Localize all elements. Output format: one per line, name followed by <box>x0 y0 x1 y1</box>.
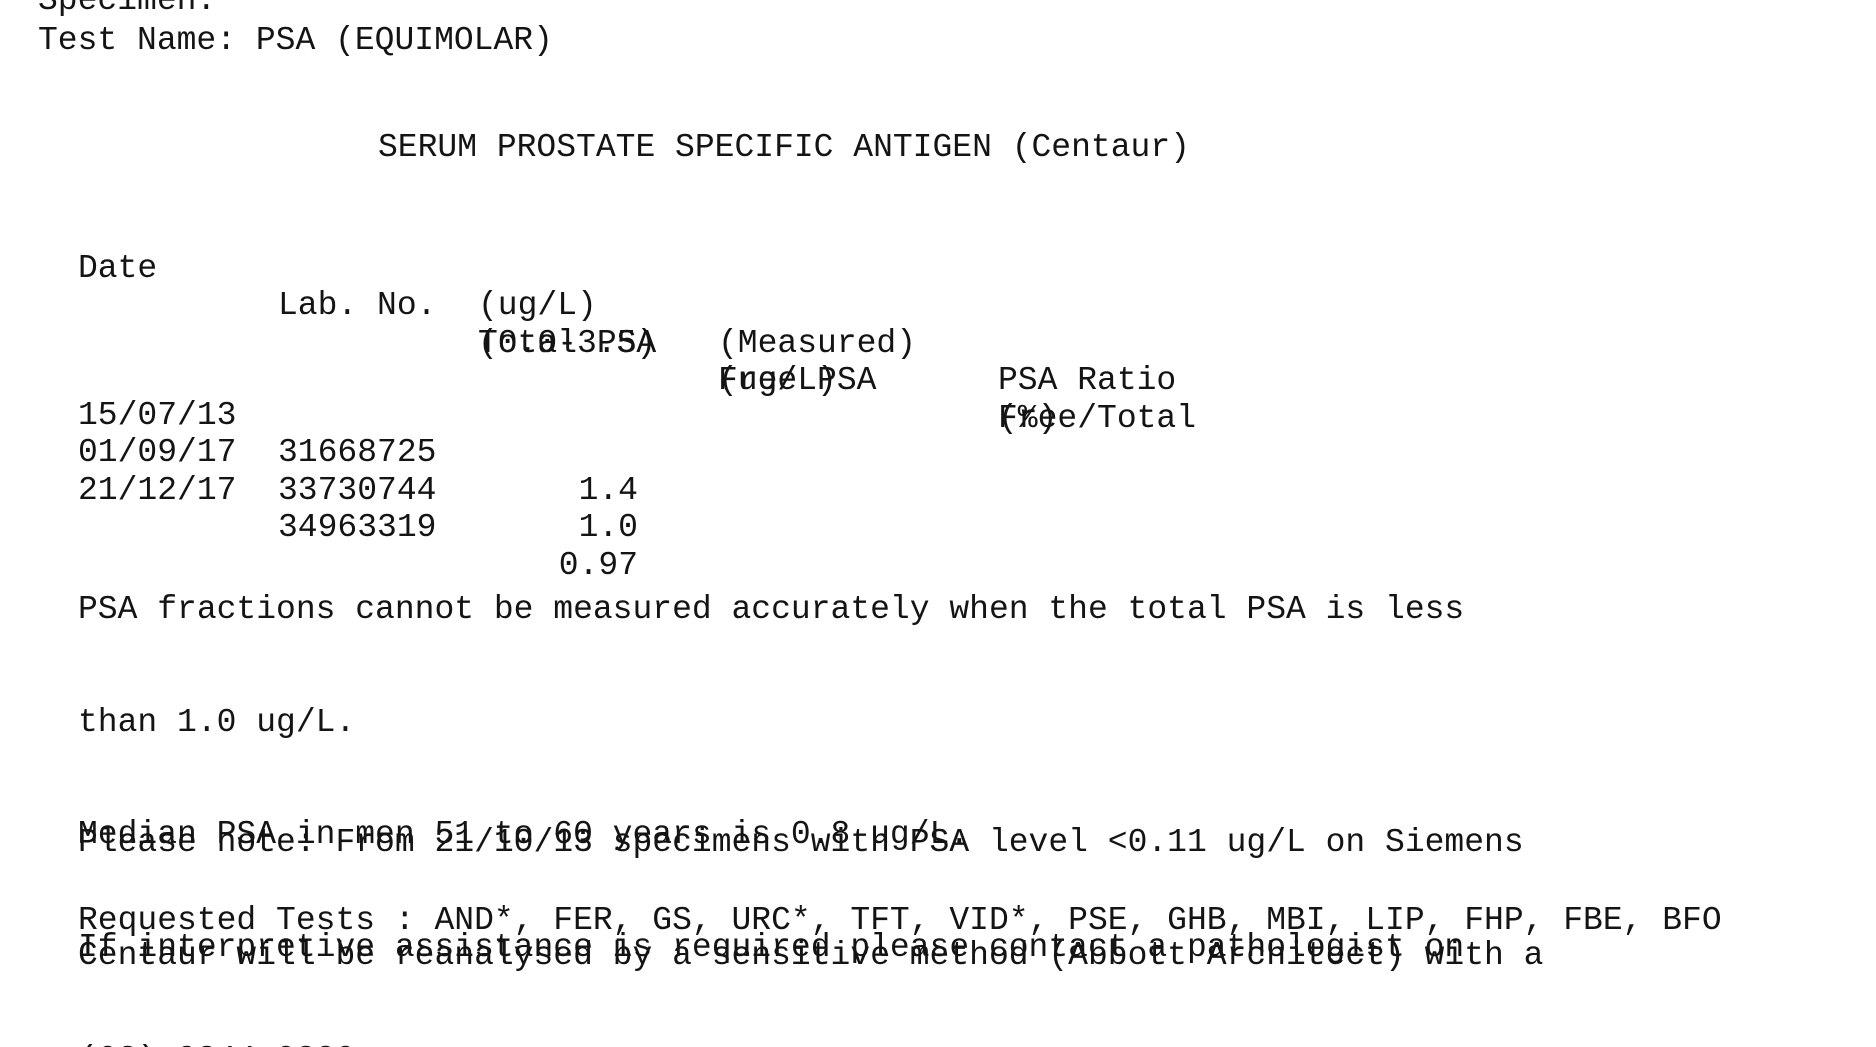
row-date: 21/12/17 <box>78 471 237 509</box>
table-header-row-3: (0.0-3.5) (ug/L) (%) <box>0 287 1876 475</box>
psa-notes-paragraph: PSA fractions cannot be measured accurat… <box>78 516 1876 1047</box>
note-line: PSA fractions cannot be measured accurat… <box>78 591 1465 628</box>
table-header-row-2: (ug/L) (Measured) PSA Ratio <box>0 250 1876 438</box>
row-date: 15/07/13 <box>78 396 237 434</box>
col-header-total-units: (ug/L) <box>478 287 597 324</box>
note-line: Centaur will be reanalysed by a sensitiv… <box>78 936 1544 974</box>
table-row: 21/12/17 34963319 0.97 <box>0 434 1876 622</box>
note-line: If interpretive assistance is required p… <box>78 928 1465 966</box>
note-line: Median PSA in men 51 to 60 years is 0.8 … <box>78 816 970 853</box>
row-total-psa: 1.0 <box>578 509 638 546</box>
note-line: than 1.0 ug/L. <box>78 703 356 741</box>
row-date: 01/09/17 <box>78 434 237 471</box>
row-total-psa: 0.97 <box>558 546 638 584</box>
col-header-date: Date <box>78 249 158 287</box>
test-name-line: Test Name: PSA (EQUIMOLAR) <box>38 22 553 59</box>
col-header-free-measured: (Measured) <box>718 324 917 362</box>
col-header-ratio-units: (%) <box>998 399 1058 437</box>
col-header-total-psa: Total PSA <box>478 324 657 362</box>
table-header-row-1: Date Lab. No. Total PSA Free PSA Free/To… <box>0 212 1876 475</box>
col-header-free-units: (ug/L) <box>718 362 837 399</box>
specimen-label: Specimen: <box>38 0 217 19</box>
note-line: (03) 9244 0380. <box>78 1041 1876 1047</box>
row-lab-no: 31668725 <box>278 434 437 471</box>
row-total-psa: 1.4 <box>578 471 638 509</box>
col-header-free-total: Free/Total <box>998 399 1197 437</box>
table-row: 01/09/17 33730744 1.0 <box>0 397 1876 585</box>
note-line: Please note: From 21/10/13 specimens wit… <box>78 824 1524 861</box>
col-header-total-range: (0.0-3.5) <box>478 324 657 362</box>
section-title: SERUM PROSTATE SPECIFIC ANTIGEN (Centaur… <box>378 129 1190 166</box>
requested-tests-line: Requested Tests : AND*, FER, GS, URC*, T… <box>78 902 1722 939</box>
table-row: 15/07/13 31668725 1.4 <box>0 359 1876 547</box>
col-header-psa-ratio: PSA Ratio <box>998 362 1177 399</box>
row-lab-no: 33730744 <box>278 471 437 509</box>
please-note-paragraph: Please note: From 21/10/13 specimens wit… <box>78 749 1876 1047</box>
col-header-free-psa: Free PSA <box>718 362 877 399</box>
col-header-lab-no: Lab. No. <box>278 287 437 324</box>
row-lab-no: 34963319 <box>278 509 437 546</box>
